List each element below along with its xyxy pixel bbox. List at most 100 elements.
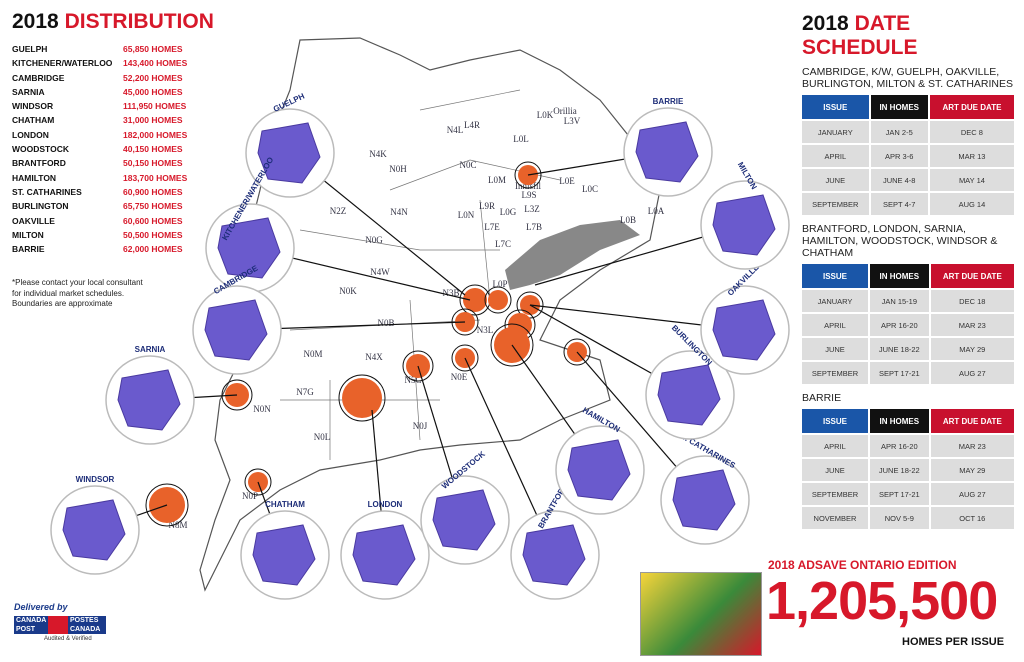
homes: 40,150 HOMES [123, 144, 183, 155]
distribution-row: HAMILTON 183,700 HOMES [12, 171, 232, 185]
homes: 65,850 HOMES [123, 44, 183, 54]
cell: MAR 23 [930, 435, 1014, 457]
inset-area [635, 121, 699, 183]
schedule-table: ISSUE IN HOMES ART DUE DATE JANUARY JAN 2-5 D… [800, 93, 1016, 217]
homes: 143,400 HOMES [123, 58, 188, 69]
column-header: ART DUE DATE [929, 95, 1014, 119]
region-label: N0N [253, 404, 271, 414]
flyer-image [640, 572, 762, 656]
city: HAMILTON [12, 172, 57, 183]
note-line: for individual market schedules. [12, 288, 125, 298]
cell: JUNE [802, 169, 869, 191]
city: BURLINGTON [12, 201, 69, 212]
homes: 62,000 HOMES [123, 244, 183, 255]
column-header: ART DUE DATE [930, 409, 1014, 433]
region-label: L7C [495, 239, 511, 249]
distribution-row: KITCHENER/WATERLOO 143,400 HOMES [12, 56, 232, 70]
cell: MAR 13 [929, 145, 1014, 167]
edition-subtitle: HOMES PER ISSUE [902, 636, 1005, 648]
cell: NOV 5-9 [870, 507, 929, 529]
region-label: L0C [582, 184, 598, 194]
region-label: N0E [451, 372, 468, 382]
gta-area [505, 220, 640, 290]
distribution-row: WINDSOR 111,950 HOMES [12, 99, 232, 113]
region-label: N4X [365, 352, 383, 362]
canada-post-logo: CANADA POSTES POST CANADA [14, 616, 106, 634]
market-ring [563, 338, 591, 366]
cell: JAN 15-19 [870, 290, 929, 312]
inset-label: LONDON [368, 500, 403, 509]
homes: 183,700 HOMES [123, 172, 188, 183]
region-label: Innisfil [515, 181, 541, 191]
inset-area [712, 299, 776, 361]
inset-label: CHATHAM [265, 500, 305, 509]
region-label: N7G [296, 387, 314, 397]
city: CAMBRIDGE [12, 72, 65, 83]
year: 2018 [12, 10, 59, 33]
cell: MAY 14 [929, 169, 1014, 191]
brand-text: POSTES [70, 617, 99, 624]
cell: JUNE 4-8 [870, 169, 928, 191]
schedule-row: JUNE JUNE 18-22 MAY 29 [802, 338, 1014, 360]
inset-area [204, 299, 268, 361]
cell: JAN 2-5 [870, 121, 928, 143]
cell: MAY 29 [930, 338, 1014, 360]
cell: SEPT 17-21 [870, 362, 929, 384]
region-label: L0M [488, 175, 506, 185]
market-ring [484, 286, 512, 314]
column-header: IN HOMES [870, 264, 929, 288]
region-label: N0P [242, 491, 258, 501]
note: *Please contact your local consultant for… [12, 278, 232, 310]
inset-label: WINDSOR [76, 475, 115, 484]
region-label: N0B [377, 318, 394, 328]
city: GUELPH [12, 44, 48, 54]
region-label: L7E [484, 222, 500, 232]
inset-area [117, 369, 181, 431]
distribution-title: 2018 DISTRIBUTION [12, 10, 232, 34]
cell: APR 16-20 [870, 435, 929, 457]
cell: JUNE 18-22 [870, 459, 929, 481]
market-area [463, 288, 487, 312]
city: BARRIE [12, 244, 45, 255]
brand-text: CANADA [16, 617, 47, 624]
brand-text: POST [16, 626, 36, 633]
homes: 111,950 HOMES [123, 101, 187, 112]
city: MILTON [12, 229, 44, 240]
region-label: N4N [390, 207, 408, 217]
inset-label: SARNIA [135, 345, 166, 354]
city: KITCHENER/WATERLOO [12, 58, 113, 69]
city: CHATHAM [12, 115, 55, 126]
cell: SEPT 17-21 [870, 483, 929, 505]
column-header: IN HOMES [870, 409, 929, 433]
cell: SEPTEMBER [802, 193, 869, 215]
region-label: N0L [314, 432, 331, 442]
region-label: L0L [513, 134, 529, 144]
distribution-row: BURLINGTON 65,750 HOMES [12, 199, 232, 213]
cell: APRIL [802, 314, 868, 336]
cell: MAY 29 [930, 459, 1014, 481]
inset-area [352, 524, 416, 586]
column-header: IN HOMES [870, 95, 928, 119]
cell: JANUARY [802, 121, 869, 143]
distribution-panel: 2018 DISTRIBUTION GUELPH 65,850 HOMES KITC… [12, 10, 232, 310]
region-label: N0C [459, 160, 476, 170]
city: ST. CATHARINES [12, 186, 82, 197]
cell: AUG 27 [930, 483, 1014, 505]
region-label: L4R [464, 120, 480, 130]
inset-area [657, 364, 721, 426]
inset-area [672, 469, 736, 531]
cell: APR 3-6 [870, 145, 928, 167]
region-label: N0J [413, 421, 428, 431]
title: DISTRIBUTION [64, 10, 214, 33]
schedule-table: ISSUE IN HOMES ART DUE DATE JANUARY JAN 15-1… [800, 262, 1016, 386]
cell: APRIL [802, 435, 868, 457]
region-label: L0K [537, 110, 554, 120]
market-area [488, 290, 508, 310]
schedule-row: JANUARY JAN 15-19 DEC 18 [802, 290, 1014, 312]
homes: 60,900 HOMES [123, 186, 183, 197]
inset-area [432, 489, 496, 551]
schedule-row: JUNE JUNE 18-22 MAY 29 [802, 459, 1014, 481]
note-line: *Please contact your local consultant [12, 278, 143, 288]
